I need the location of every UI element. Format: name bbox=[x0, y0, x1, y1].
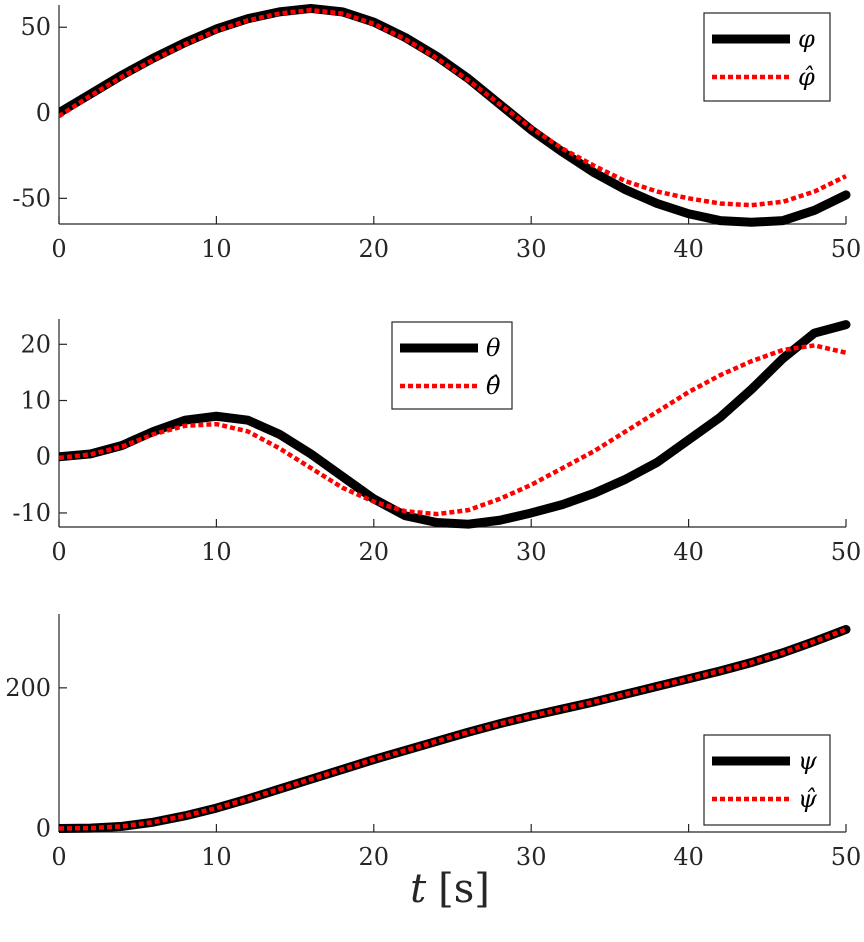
x-tick-label: 40 bbox=[673, 843, 704, 871]
x-tick-label: 20 bbox=[359, 843, 390, 871]
x-tick-label: 0 bbox=[51, 235, 66, 263]
x-tick-label: 40 bbox=[673, 235, 704, 263]
x-tick-label: 10 bbox=[201, 538, 232, 566]
x-tick-label: 50 bbox=[831, 538, 862, 566]
x-tick-label: 0 bbox=[51, 843, 66, 871]
x-axis-label: t [s] bbox=[410, 866, 490, 912]
y-tick-label: -10 bbox=[12, 499, 51, 527]
y-tick-label: 0 bbox=[36, 814, 51, 842]
y-tick-label: 0 bbox=[36, 443, 51, 471]
legend-label: ψ bbox=[798, 747, 818, 775]
x-tick-label: 10 bbox=[201, 235, 232, 263]
legend-label: θ̂ bbox=[486, 372, 501, 400]
x-tick-label: 30 bbox=[516, 843, 547, 871]
legend-label: ψ̂ bbox=[798, 785, 818, 813]
subplot-3: 0 10 20 30 40 50 0 200 ψ ψ̂ bbox=[5, 614, 861, 871]
legend: ψ ψ̂ bbox=[703, 734, 831, 826]
y-tick-label: 200 bbox=[5, 674, 51, 702]
x-tick-label: 20 bbox=[359, 235, 390, 263]
legend-label: φ̂ bbox=[798, 63, 815, 91]
legend: φ φ̂ bbox=[703, 12, 831, 102]
y-tick-label: -50 bbox=[12, 184, 51, 212]
legend-label: θ bbox=[486, 334, 501, 362]
series-line-2 bbox=[59, 343, 847, 517]
legend-box bbox=[703, 12, 831, 102]
y-tick-label: 50 bbox=[20, 13, 51, 41]
series-line-1 bbox=[59, 3, 851, 227]
y-tick-label: 0 bbox=[36, 99, 51, 127]
legend-label: φ bbox=[798, 25, 815, 53]
x-tick-label: 10 bbox=[201, 843, 232, 871]
series-line-2 bbox=[59, 7, 847, 208]
x-tick-label: 20 bbox=[359, 538, 390, 566]
series-line-1 bbox=[59, 320, 851, 529]
legend-box bbox=[391, 321, 513, 410]
x-tick-label: 40 bbox=[673, 538, 704, 566]
series-line-2 bbox=[59, 627, 847, 831]
x-tick-label: 50 bbox=[831, 235, 862, 263]
legend-box bbox=[703, 734, 831, 826]
x-tick-label: 0 bbox=[51, 538, 66, 566]
x-tick-label: 30 bbox=[516, 538, 547, 566]
x-tick-label: 50 bbox=[831, 843, 862, 871]
y-tick-label: 20 bbox=[20, 330, 51, 358]
y-tick-label: 10 bbox=[20, 387, 51, 415]
legend: θ θ̂ bbox=[391, 321, 513, 410]
x-tick-label: 30 bbox=[516, 235, 547, 263]
